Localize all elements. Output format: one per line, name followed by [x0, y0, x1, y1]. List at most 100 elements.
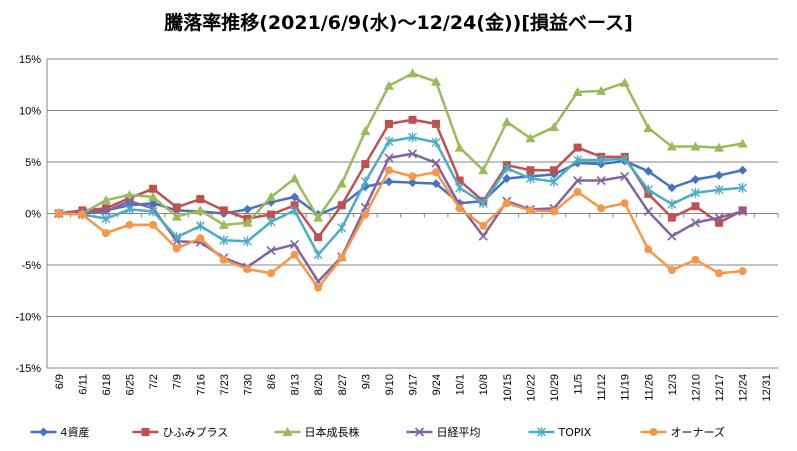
data-point	[384, 119, 393, 128]
data-point	[196, 195, 205, 204]
x-tick-label: 9/3	[360, 374, 372, 389]
series-line	[54, 132, 748, 260]
data-point	[596, 154, 606, 165]
data-point	[408, 132, 417, 143]
data-point	[572, 86, 583, 96]
x-tick-label: 8/6	[266, 374, 278, 389]
gridlines	[47, 58, 778, 369]
data-point	[172, 244, 181, 253]
data-point	[337, 201, 346, 210]
data-point	[620, 153, 630, 164]
data-point	[195, 220, 205, 231]
series-lines	[53, 68, 748, 292]
data-point	[360, 176, 370, 187]
data-point	[408, 115, 417, 124]
y-tick-label: -10%	[15, 312, 41, 324]
data-point	[101, 229, 110, 238]
data-point	[714, 170, 724, 180]
data-point	[526, 166, 535, 175]
legend: 4資産 ひふみプラス 日本成長株 日経平均 TOPIX オーナーズ	[30, 425, 725, 439]
data-point	[360, 126, 371, 136]
data-point	[407, 68, 418, 78]
data-point	[691, 255, 700, 264]
data-point	[525, 173, 535, 184]
legend-item: 日本成長株	[274, 425, 360, 439]
data-point	[431, 76, 442, 86]
data-point	[313, 212, 324, 222]
data-point	[455, 176, 464, 185]
x-tick-label: 11/12	[596, 374, 608, 401]
data-point	[78, 210, 87, 219]
data-point	[525, 133, 536, 143]
x-tick-label: 11/19	[620, 374, 632, 401]
data-point	[596, 85, 607, 95]
x-tick-label: 11/26	[643, 374, 655, 401]
data-point	[266, 246, 276, 256]
data-point	[101, 206, 111, 217]
x-tick-label: 7/2	[148, 374, 160, 389]
x-tick-label: 8/27	[337, 374, 349, 395]
y-tick-label: -15%	[15, 363, 41, 375]
legend-item: 日経平均	[406, 426, 481, 439]
legend-label: オーナーズ	[671, 425, 725, 439]
data-point	[714, 142, 725, 152]
data-point	[690, 218, 701, 228]
x-tick-label: 9/17	[408, 374, 420, 395]
data-point	[431, 137, 441, 148]
data-point	[242, 236, 252, 247]
data-point	[290, 205, 300, 216]
x-tick-label: 6/18	[101, 374, 113, 395]
data-point	[408, 172, 417, 181]
data-point	[738, 267, 747, 276]
x-tick-label: 10/15	[502, 374, 514, 402]
data-point	[313, 249, 323, 260]
data-point	[455, 182, 465, 193]
data-point	[383, 80, 394, 90]
data-point	[242, 217, 253, 227]
data-point	[171, 211, 182, 221]
data-point	[266, 216, 276, 227]
data-point	[195, 205, 206, 215]
data-point	[573, 143, 582, 152]
x-tick-label: 7/9	[172, 374, 184, 389]
data-point	[691, 202, 700, 211]
legend-item: TOPIX	[528, 426, 592, 439]
data-point	[597, 204, 606, 213]
data-point	[620, 171, 630, 181]
data-point	[548, 121, 559, 131]
data-point	[643, 184, 653, 195]
data-point	[478, 165, 489, 175]
legend-label: TOPIX	[558, 426, 592, 439]
series-line	[54, 115, 747, 242]
data-point	[596, 175, 606, 186]
data-point	[431, 179, 441, 189]
data-point	[101, 204, 110, 213]
x-tick-label: 8/13	[290, 374, 302, 395]
data-point	[432, 168, 441, 177]
x-tick-label: 7/16	[195, 374, 207, 395]
data-point	[478, 231, 488, 241]
data-point	[549, 166, 558, 175]
data-point	[502, 199, 511, 208]
data-point	[124, 189, 135, 199]
data-point	[737, 138, 748, 148]
data-point	[337, 253, 346, 262]
data-point	[172, 232, 182, 243]
data-point	[690, 187, 700, 198]
data-point	[573, 154, 583, 165]
data-point	[667, 199, 677, 210]
data-point	[267, 269, 276, 278]
data-point	[715, 218, 724, 227]
data-point	[314, 233, 323, 242]
legend-label: 4資産	[61, 426, 90, 439]
data-point	[643, 123, 654, 133]
data-point	[431, 158, 441, 168]
series-path	[58, 136, 743, 256]
data-point	[714, 213, 724, 223]
legend-item: 4資産	[30, 426, 90, 439]
data-point	[643, 166, 653, 176]
series-path	[58, 168, 743, 289]
data-point	[649, 428, 658, 436]
data-point	[738, 206, 748, 217]
